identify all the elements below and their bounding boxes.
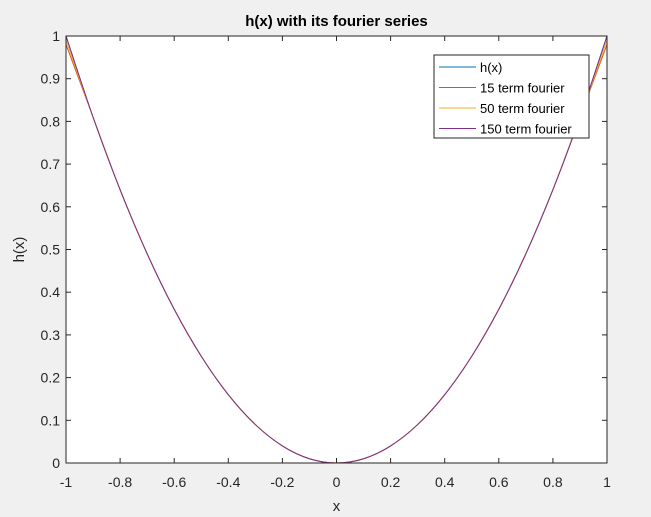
y-tick-label: 0.3 xyxy=(41,327,61,343)
y-tick-label: 0.7 xyxy=(41,156,61,172)
x-tick-label: -0.2 xyxy=(270,474,294,490)
x-tick-label: -1 xyxy=(60,474,73,490)
x-tick-label: -0.4 xyxy=(216,474,240,490)
chart-title: h(x) with its fourier series xyxy=(245,13,428,30)
x-tick-label: 0.4 xyxy=(435,474,455,490)
x-tick-label: 0.2 xyxy=(381,474,401,490)
y-tick-label: 0.4 xyxy=(41,284,61,300)
legend: h(x) 15 term fourier 50 term fourier 150 te… xyxy=(433,54,590,139)
x-tick-label: 0 xyxy=(333,474,341,490)
x-tick-label: 1 xyxy=(603,474,611,490)
legend-box xyxy=(433,54,590,139)
y-tick-label: 0.9 xyxy=(41,71,61,87)
x-tick-label: 0.6 xyxy=(489,474,509,490)
y-tick-label: 0.6 xyxy=(41,199,61,215)
legend-label: h(x) xyxy=(480,60,502,75)
tick-label-layer: -1 -0.8 -0.6 -0.4 -0.2 0 0.2 0.4 0.6 0.8 1 0 0.1 0.2 0… xyxy=(41,28,612,490)
y-tick-label: 0 xyxy=(52,455,60,471)
legend-label: 150 term fourier xyxy=(480,122,572,137)
tick-layer xyxy=(65,35,608,464)
legend-label: 15 term fourier xyxy=(480,81,565,96)
legend-label: 50 term fourier xyxy=(480,101,565,116)
x-tick-label: -0.8 xyxy=(108,474,132,490)
x-tick-label: 0.8 xyxy=(543,474,563,490)
y-tick-label: 1 xyxy=(52,28,60,44)
y-axis-label: h(x) xyxy=(11,237,28,263)
y-tick-label: 0.5 xyxy=(41,242,61,258)
y-tick-label: 0.1 xyxy=(41,412,61,428)
y-tick-label: 0.8 xyxy=(41,113,61,129)
x-axis-label: x xyxy=(333,498,341,515)
y-tick-label: 0.2 xyxy=(41,370,61,386)
x-tick-label: -0.6 xyxy=(162,474,186,490)
